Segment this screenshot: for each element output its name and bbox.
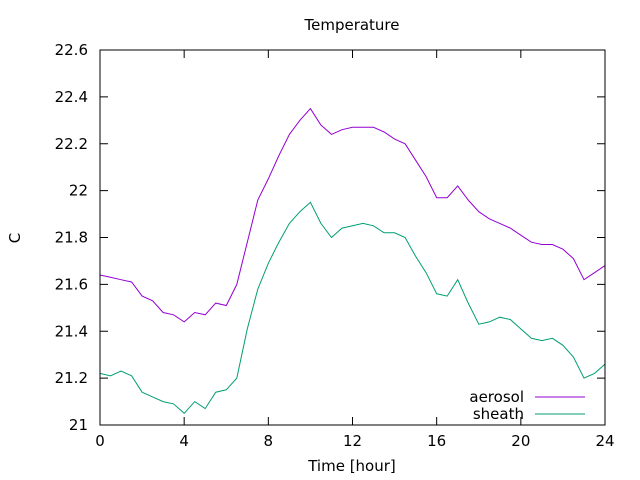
y-tick-label: 22.2 bbox=[55, 135, 88, 153]
y-tick-label: 22 bbox=[69, 182, 88, 200]
x-tick-label: 8 bbox=[264, 432, 274, 450]
y-tick-label: 22.4 bbox=[55, 88, 88, 106]
y-axis-label: C bbox=[6, 233, 24, 243]
chart-title: Temperature bbox=[303, 16, 399, 34]
y-tick-label: 22.6 bbox=[55, 41, 88, 59]
x-tick-label: 16 bbox=[427, 432, 446, 450]
y-tick-label: 21 bbox=[69, 416, 88, 434]
series-layer bbox=[99, 107, 606, 415]
plot-frame bbox=[99, 49, 606, 426]
y-tick-label: 21.8 bbox=[55, 229, 88, 247]
x-tick-label: 0 bbox=[95, 432, 105, 450]
axis-ticks: 0 4 8 12 16 20 24 21 21.2 21.4 21.6 21.8 22 22.2 22.4 2… bbox=[55, 41, 615, 450]
x-axis-label: Time [hour] bbox=[307, 457, 396, 475]
series-line-aerosol bbox=[99, 107, 606, 323]
series-line-sheath bbox=[99, 201, 606, 415]
legend-label-aerosol: aerosol bbox=[469, 388, 524, 406]
legend-label-sheath: sheath bbox=[473, 405, 524, 423]
y-tick-label: 21.6 bbox=[55, 275, 88, 293]
y-tick-label: 21.2 bbox=[55, 369, 88, 387]
y-tick-label: 21.4 bbox=[55, 322, 88, 340]
x-tick-label: 12 bbox=[343, 432, 362, 450]
x-tick-label: 20 bbox=[511, 432, 530, 450]
x-tick-label: 24 bbox=[595, 432, 614, 450]
x-tick-label: 4 bbox=[179, 432, 189, 450]
